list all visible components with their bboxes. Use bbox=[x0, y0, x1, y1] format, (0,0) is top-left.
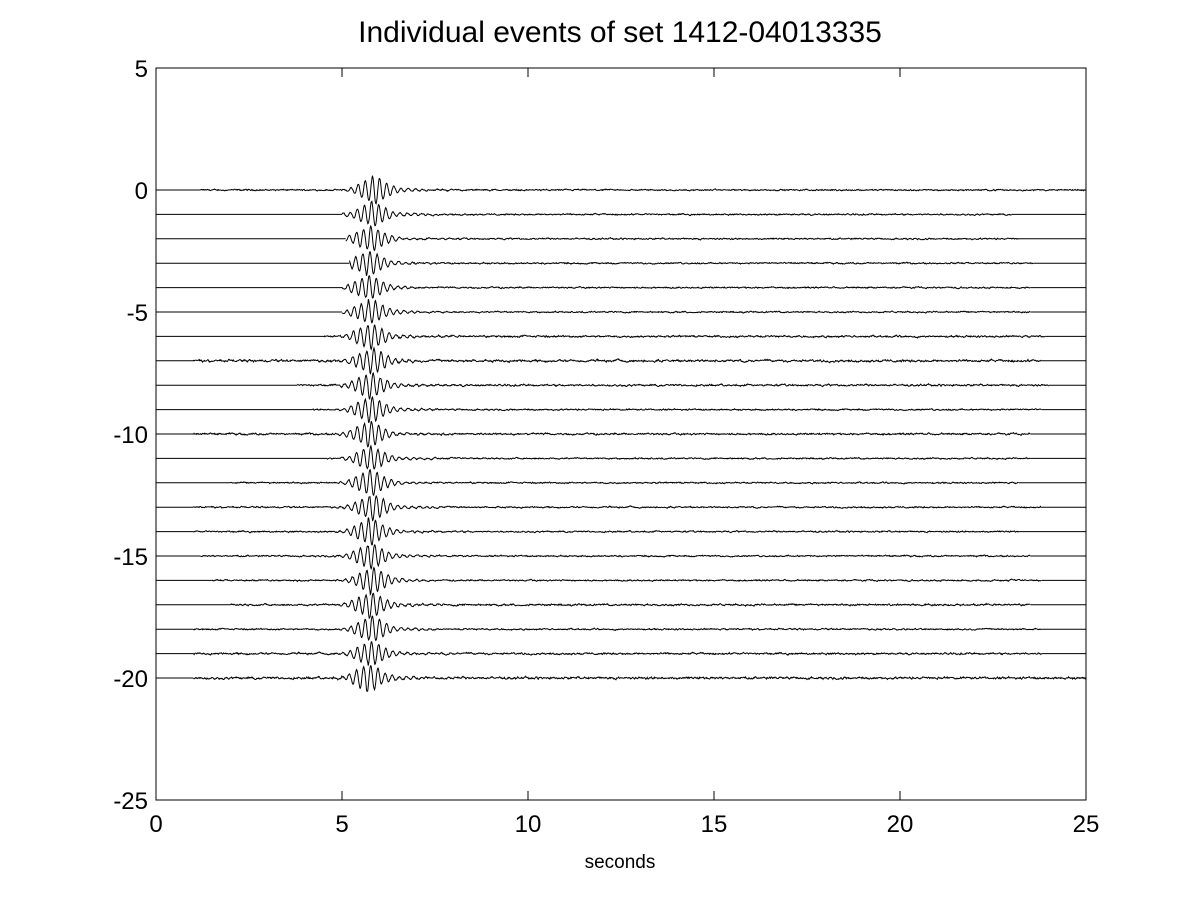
event-trace bbox=[192, 640, 1042, 666]
x-tick-label: 5 bbox=[335, 811, 348, 838]
event-trace bbox=[193, 615, 1042, 642]
event-trace bbox=[230, 592, 1031, 620]
y-tick-label: 0 bbox=[135, 178, 148, 205]
event-trace bbox=[193, 665, 1087, 692]
x-tick-label: 0 bbox=[149, 811, 162, 838]
event-trace bbox=[211, 566, 1042, 596]
event-trace bbox=[200, 543, 1031, 571]
event-trace bbox=[345, 224, 1020, 251]
tick-group: 0 5 10 15 20 25 5 0 -5 -10 -15 -20 -25 bbox=[113, 56, 1099, 838]
event-trace bbox=[193, 517, 1020, 546]
event-trace bbox=[341, 200, 1012, 227]
event-trace bbox=[341, 275, 1031, 299]
event-trace bbox=[326, 444, 1031, 470]
x-axis-label: seconds bbox=[585, 852, 656, 873]
event-trace bbox=[341, 299, 1031, 324]
event-trace bbox=[323, 324, 1046, 351]
event-trace bbox=[200, 174, 1086, 205]
y-tick-label: -5 bbox=[127, 300, 148, 327]
event-trace bbox=[297, 371, 1050, 400]
chart-title: Individual events of set 1412-04013335 bbox=[358, 16, 882, 49]
x-tick-label: 10 bbox=[515, 811, 542, 838]
y-tick-label: 5 bbox=[135, 56, 148, 83]
y-tick-label: -10 bbox=[113, 422, 148, 449]
event-trace bbox=[230, 468, 1019, 497]
event-trace bbox=[192, 420, 1031, 448]
plot-frame bbox=[155, 67, 1087, 801]
x-tick-label: 25 bbox=[1073, 811, 1100, 838]
y-tick-label: -15 bbox=[113, 544, 148, 571]
event-trace bbox=[192, 346, 1042, 375]
trace-group bbox=[156, 174, 1087, 692]
x-tick-label: 20 bbox=[887, 811, 914, 838]
event-trace bbox=[348, 250, 1034, 276]
event-trace bbox=[312, 395, 1042, 423]
y-tick-label: -25 bbox=[113, 788, 148, 815]
y-tick-label: -20 bbox=[113, 666, 148, 693]
x-tick-label: 15 bbox=[701, 811, 728, 838]
event-trace bbox=[192, 494, 1042, 522]
